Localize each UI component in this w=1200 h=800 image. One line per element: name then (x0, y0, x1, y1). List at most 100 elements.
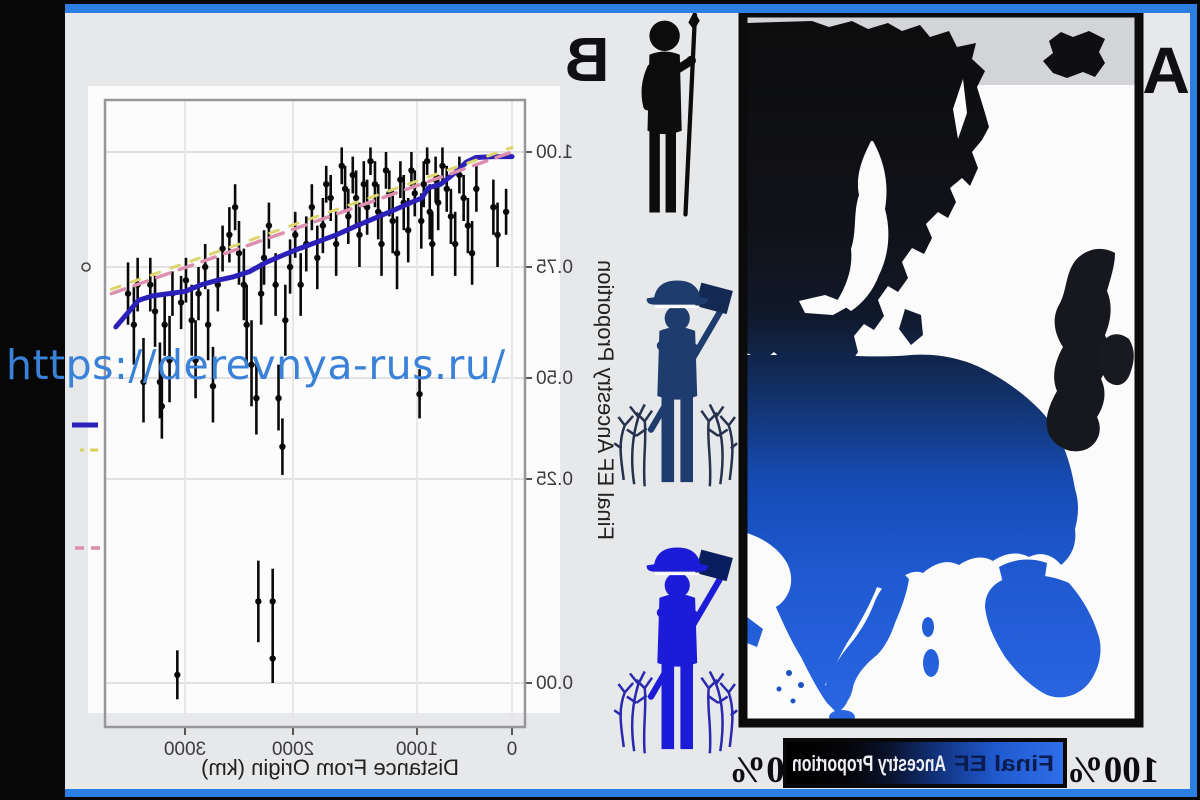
map-border (738, 8, 1144, 728)
data-point (434, 199, 442, 206)
data-point (408, 167, 415, 174)
data-point (161, 321, 168, 328)
data-point (292, 231, 299, 238)
x-tick-label: 1000 (396, 739, 438, 760)
data-point (272, 281, 279, 288)
map-italy (825, 573, 909, 706)
data-point (411, 190, 418, 197)
data-point (451, 240, 459, 248)
y-tick-label: 0.75 (536, 257, 573, 278)
data-point (314, 254, 321, 261)
data-point (151, 308, 159, 315)
data-point (201, 263, 209, 271)
data-point (158, 403, 166, 410)
data-point (279, 443, 286, 450)
map-black-sea (747, 533, 792, 611)
map-land-continent (747, 354, 1078, 713)
data-point (248, 361, 255, 368)
data-point (265, 222, 273, 229)
y-tick-label: 0.50 (536, 368, 573, 389)
data-point (282, 317, 289, 324)
data-point (235, 250, 243, 257)
data-point (423, 158, 431, 165)
data-point (416, 390, 423, 398)
data-point (327, 194, 334, 202)
dashed-trend-line (109, 145, 514, 291)
data-point (464, 222, 472, 229)
map-sardinia (923, 649, 939, 677)
data-point (494, 231, 501, 238)
data-point (389, 217, 396, 225)
map-iceland (1043, 31, 1105, 78)
data-point (352, 194, 360, 202)
map-legend: 100% Final EF Ancestry Proportion 0% (729, 738, 1159, 791)
data-point (286, 263, 294, 271)
data-point (404, 227, 412, 234)
data-point (255, 598, 262, 605)
y-axis-label: Final EF Ancestry Proportion (593, 260, 618, 540)
y-tick-label: 0.25 (536, 469, 573, 490)
data-point (332, 240, 340, 248)
data-point (297, 281, 304, 288)
data-point (269, 598, 276, 605)
data-point (124, 290, 132, 297)
data-point (378, 240, 385, 248)
data-point (177, 299, 185, 306)
data-point (192, 357, 199, 364)
figure-svg: A (65, 8, 1190, 791)
map-corsica (922, 617, 934, 637)
legend-bar-label-right: Ancestry Proportion (792, 751, 946, 776)
data-point (204, 321, 212, 328)
x-tick-label: 2000 (272, 739, 314, 760)
data-point (260, 254, 268, 261)
dashed-trend-line (109, 150, 514, 296)
data-point (140, 378, 147, 386)
data-point (338, 162, 345, 169)
data-point (166, 357, 173, 364)
map-gulf-finland (799, 295, 851, 315)
panel-b-letter: B (565, 26, 610, 95)
data-point (226, 231, 233, 238)
map-pyrenees-link (999, 559, 1047, 583)
data-point (243, 321, 250, 328)
legend-gradient-bar (783, 738, 1067, 788)
data-point (147, 281, 154, 288)
map-fjord (953, 79, 967, 139)
photo-frame: A (65, 4, 1197, 797)
data-point (349, 171, 356, 179)
data-point (420, 181, 427, 188)
plot-panel (88, 86, 560, 713)
y-tick-label: 0.00 (536, 673, 573, 694)
panel-a-letter: A (1142, 33, 1190, 107)
data-point (269, 655, 276, 662)
y-tick-label: 1.00 (536, 142, 573, 163)
data-point (367, 158, 374, 165)
data-point (473, 185, 480, 192)
data-point (397, 176, 404, 183)
legend-point-glyph (81, 262, 91, 272)
x-tick-label: 3000 (164, 739, 206, 760)
data-point (308, 204, 316, 211)
data-point (371, 181, 379, 188)
data-point (209, 382, 217, 390)
data-point (257, 290, 265, 297)
europe-map (747, 17, 1135, 724)
data-point (323, 181, 330, 188)
data-point (502, 208, 510, 215)
map-denmark (899, 309, 923, 345)
data-point (490, 204, 497, 211)
data-point (231, 204, 239, 211)
data-point (275, 395, 282, 402)
data-point (382, 167, 390, 174)
map-ireland (1099, 334, 1134, 386)
fit-line (113, 154, 515, 330)
data-point (443, 185, 450, 192)
data-point (345, 213, 352, 220)
data-point (356, 231, 363, 238)
data-point (130, 321, 138, 328)
data-point (468, 250, 476, 257)
data-point (195, 290, 202, 297)
map-aegean-islands (776, 670, 804, 704)
data-point (188, 317, 195, 324)
